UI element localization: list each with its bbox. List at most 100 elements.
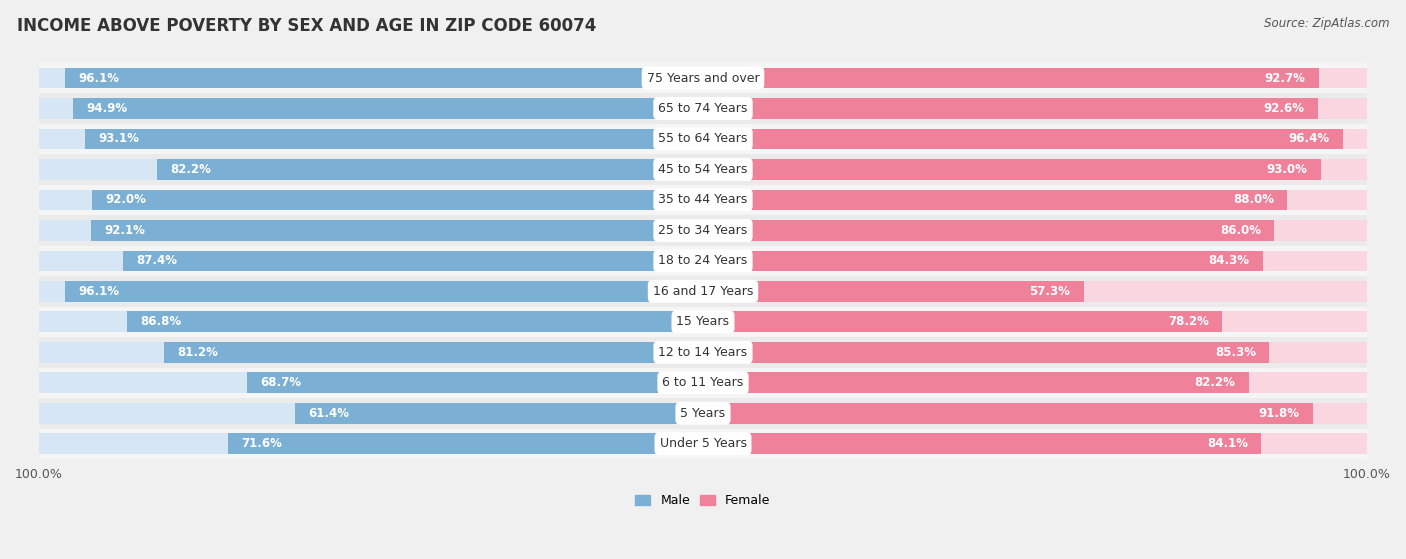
Bar: [703, 190, 1367, 210]
Bar: [703, 190, 1288, 210]
Bar: [39, 250, 703, 271]
Bar: [39, 398, 1367, 429]
Bar: [703, 311, 1222, 332]
Text: 94.9%: 94.9%: [86, 102, 127, 115]
Text: Under 5 Years: Under 5 Years: [659, 437, 747, 450]
Text: 92.7%: 92.7%: [1264, 72, 1305, 84]
Bar: [703, 98, 1317, 119]
Bar: [39, 433, 703, 454]
Bar: [91, 190, 703, 210]
Bar: [247, 372, 703, 393]
Bar: [39, 306, 1367, 337]
Text: 88.0%: 88.0%: [1233, 193, 1274, 206]
Text: 75 Years and over: 75 Years and over: [647, 72, 759, 84]
Text: 86.0%: 86.0%: [1220, 224, 1261, 237]
Bar: [703, 250, 1263, 271]
Text: 61.4%: 61.4%: [308, 407, 350, 420]
Text: 68.7%: 68.7%: [260, 376, 301, 389]
Text: 91.8%: 91.8%: [1258, 407, 1299, 420]
Bar: [703, 372, 1249, 393]
Text: 12 to 14 Years: 12 to 14 Years: [658, 346, 748, 359]
Legend: Male, Female: Male, Female: [630, 489, 776, 512]
Bar: [39, 124, 1367, 154]
Bar: [703, 311, 1367, 332]
Bar: [39, 93, 1367, 124]
Bar: [703, 250, 1367, 271]
Text: 92.1%: 92.1%: [104, 224, 146, 237]
Text: INCOME ABOVE POVERTY BY SEX AND AGE IN ZIP CODE 60074: INCOME ABOVE POVERTY BY SEX AND AGE IN Z…: [17, 17, 596, 35]
Bar: [703, 68, 1319, 88]
Text: 25 to 34 Years: 25 to 34 Years: [658, 224, 748, 237]
Bar: [39, 368, 1367, 398]
Bar: [703, 220, 1274, 241]
Text: 85.3%: 85.3%: [1215, 346, 1256, 359]
Text: 82.2%: 82.2%: [1195, 376, 1236, 389]
Bar: [127, 311, 703, 332]
Text: 35 to 44 Years: 35 to 44 Years: [658, 193, 748, 206]
Bar: [295, 403, 703, 424]
Bar: [39, 245, 1367, 276]
Bar: [39, 220, 703, 241]
Bar: [703, 281, 1367, 302]
Text: 18 to 24 Years: 18 to 24 Years: [658, 254, 748, 267]
Text: 87.4%: 87.4%: [136, 254, 177, 267]
Bar: [157, 159, 703, 180]
Bar: [84, 129, 703, 149]
Bar: [39, 403, 703, 424]
Text: Source: ZipAtlas.com: Source: ZipAtlas.com: [1264, 17, 1389, 30]
Bar: [703, 129, 1367, 149]
Bar: [39, 159, 703, 180]
Text: 86.8%: 86.8%: [139, 315, 181, 328]
Bar: [703, 403, 1367, 424]
Bar: [703, 433, 1261, 454]
Bar: [703, 342, 1270, 363]
Text: 84.3%: 84.3%: [1209, 254, 1250, 267]
Bar: [39, 342, 703, 363]
Bar: [39, 215, 1367, 245]
Text: 16 and 17 Years: 16 and 17 Years: [652, 285, 754, 298]
Bar: [39, 129, 703, 149]
Bar: [703, 98, 1367, 119]
Bar: [703, 129, 1343, 149]
Bar: [703, 433, 1367, 454]
Text: 93.1%: 93.1%: [98, 132, 139, 145]
Bar: [703, 159, 1367, 180]
Text: 82.2%: 82.2%: [170, 163, 211, 176]
Bar: [39, 281, 703, 302]
Text: 96.4%: 96.4%: [1289, 132, 1330, 145]
Bar: [703, 159, 1320, 180]
Bar: [703, 403, 1313, 424]
Bar: [703, 220, 1367, 241]
Text: 57.3%: 57.3%: [1029, 285, 1070, 298]
Text: 81.2%: 81.2%: [177, 346, 218, 359]
Bar: [703, 281, 1084, 302]
Bar: [703, 372, 1367, 393]
Text: 92.6%: 92.6%: [1264, 102, 1305, 115]
Text: 96.1%: 96.1%: [79, 285, 120, 298]
Bar: [163, 342, 703, 363]
Bar: [703, 68, 1367, 88]
Text: 45 to 54 Years: 45 to 54 Years: [658, 163, 748, 176]
Text: 84.1%: 84.1%: [1208, 437, 1249, 450]
Bar: [39, 184, 1367, 215]
Text: 55 to 64 Years: 55 to 64 Years: [658, 132, 748, 145]
Text: 65 to 74 Years: 65 to 74 Years: [658, 102, 748, 115]
Bar: [39, 68, 703, 88]
Bar: [73, 98, 703, 119]
Bar: [39, 311, 703, 332]
Bar: [39, 429, 1367, 459]
Text: 5 Years: 5 Years: [681, 407, 725, 420]
Bar: [39, 276, 1367, 306]
Bar: [228, 433, 703, 454]
Bar: [91, 220, 703, 241]
Text: 6 to 11 Years: 6 to 11 Years: [662, 376, 744, 389]
Bar: [39, 190, 703, 210]
Text: 78.2%: 78.2%: [1168, 315, 1209, 328]
Bar: [39, 337, 1367, 368]
Bar: [39, 98, 703, 119]
Text: 92.0%: 92.0%: [105, 193, 146, 206]
Bar: [39, 63, 1367, 93]
Bar: [65, 281, 703, 302]
Bar: [703, 342, 1367, 363]
Text: 15 Years: 15 Years: [676, 315, 730, 328]
